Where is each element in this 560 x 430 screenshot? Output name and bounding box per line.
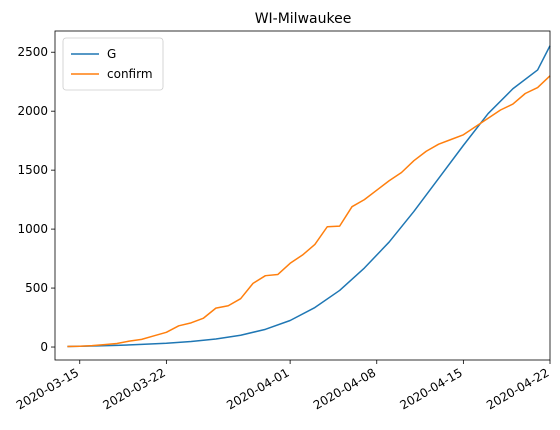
series-line-G [67, 45, 551, 348]
y-tick-label: 1000 [17, 222, 48, 236]
chart-title: WI-Milwaukee [255, 11, 352, 27]
plot-area: 0 500 1000 1500 2000 2500 2020-03-15 2020-03-22… [14, 30, 552, 412]
x-tick-label: 2020-03-15 [14, 365, 81, 412]
x-tick-label: 2020-04-22 [484, 365, 551, 412]
plot-frame [54, 30, 551, 361]
x-tick-label: 2020-04-15 [397, 365, 464, 412]
y-tick-label: 0 [40, 340, 48, 354]
y-tick-label: 2000 [17, 104, 48, 118]
y-tick-label: 2500 [17, 45, 48, 59]
y-tick-label: 1500 [17, 163, 48, 177]
x-tick-label: 2020-03-22 [100, 365, 167, 412]
legend-box [62, 37, 164, 91]
y-tick-label: 500 [25, 281, 48, 295]
x-tick-label: 2020-04-08 [311, 365, 378, 412]
series-line-confirm [67, 75, 551, 348]
legend-label-G: G [107, 47, 116, 61]
legend-label-confirm: confirm [107, 67, 153, 81]
x-tick-label: 2020-04-01 [224, 365, 291, 412]
